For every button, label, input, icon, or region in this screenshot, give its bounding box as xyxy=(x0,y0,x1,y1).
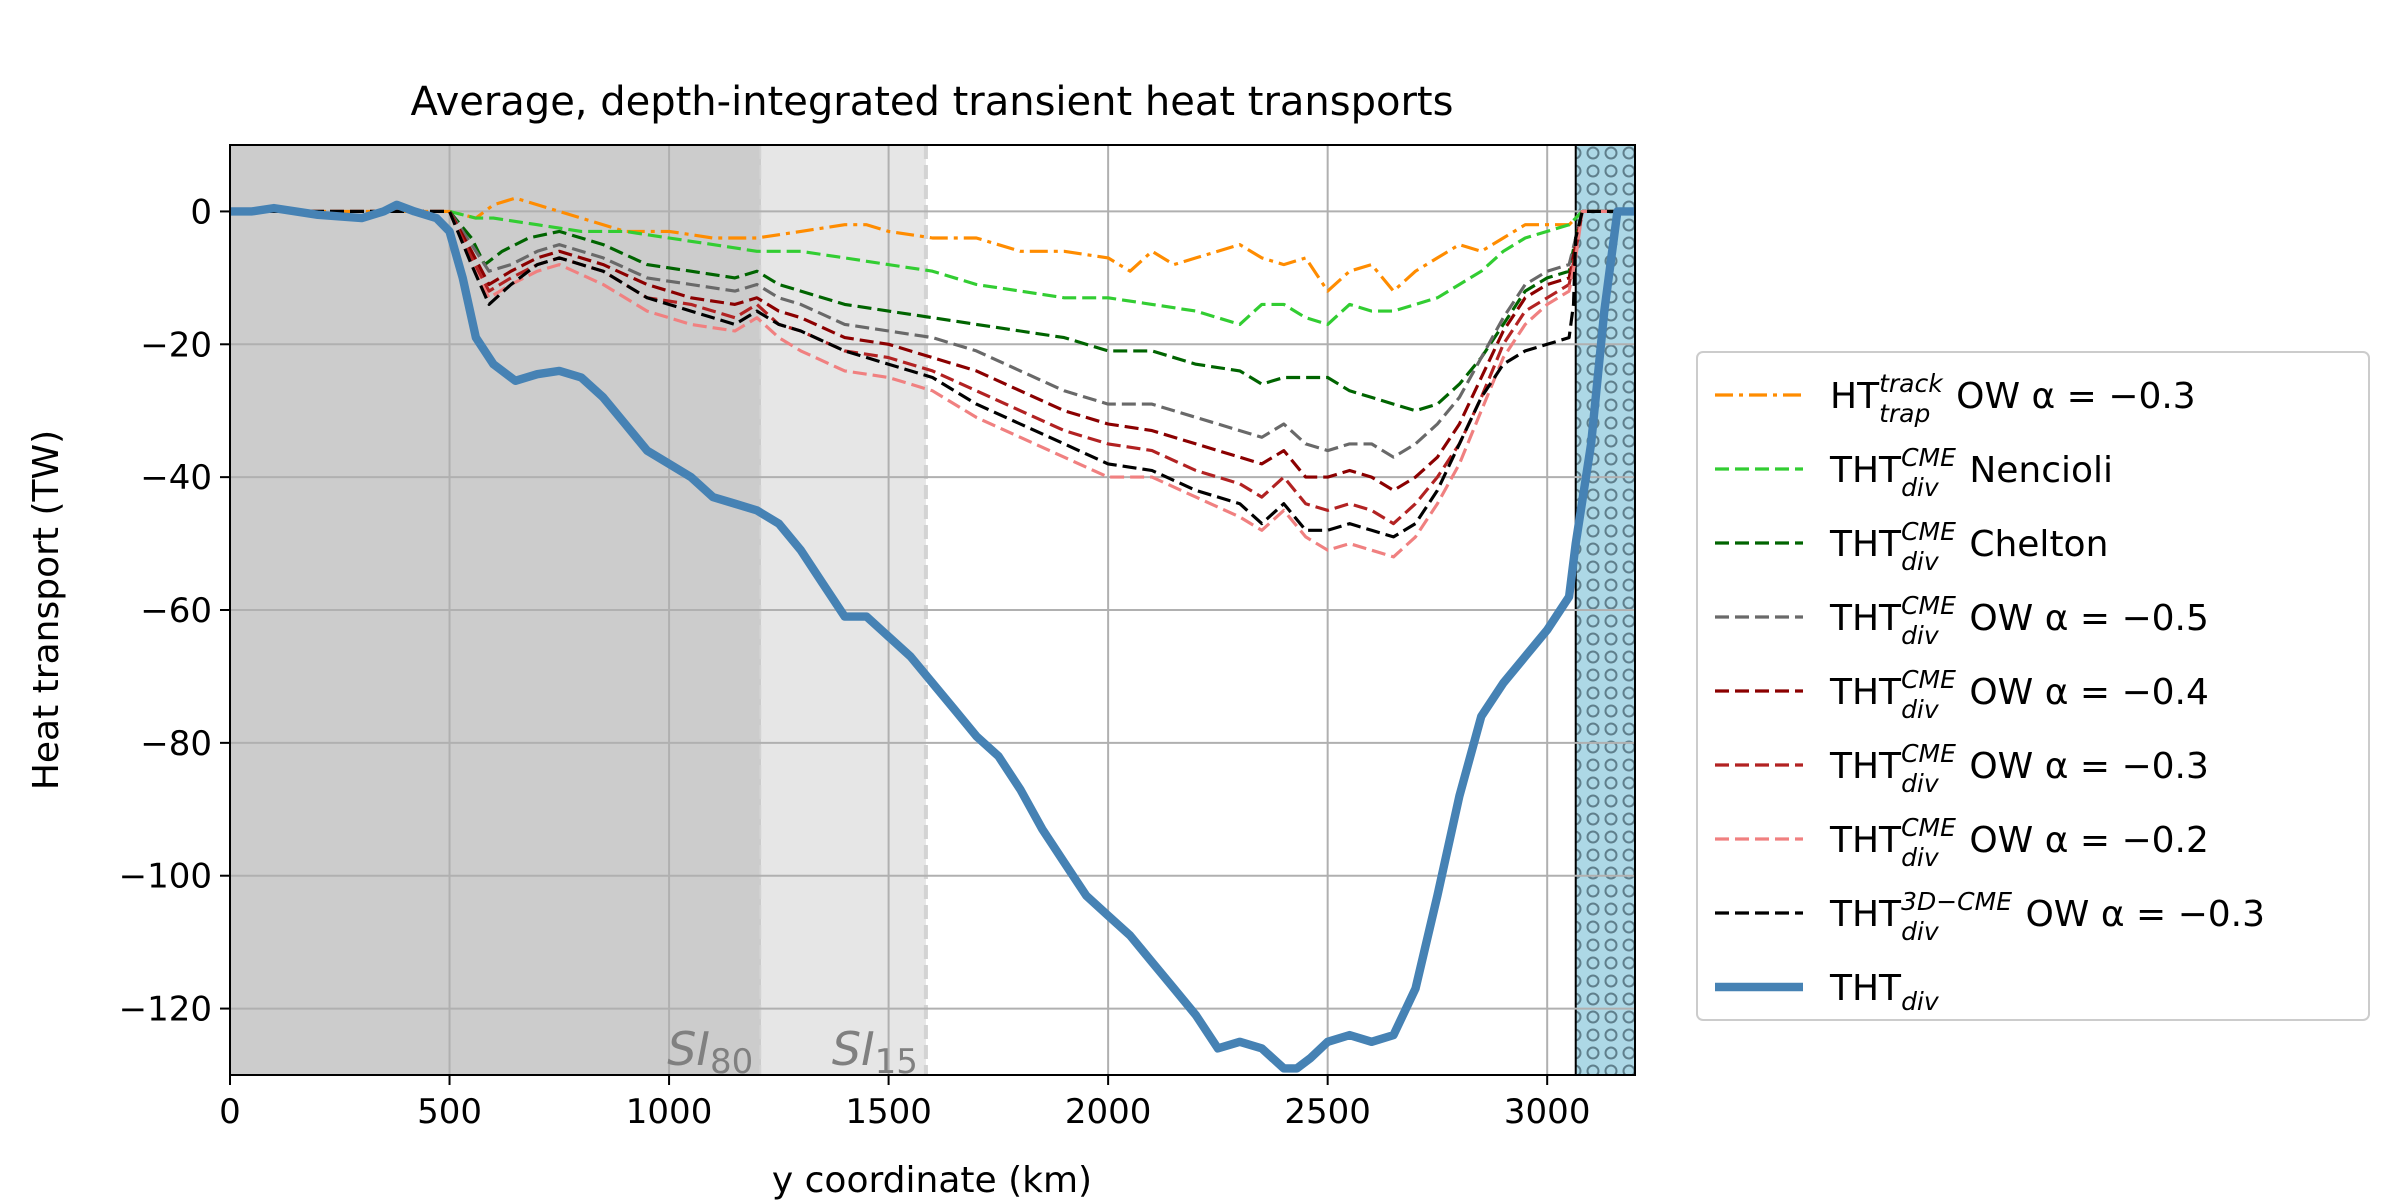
series-line-1 xyxy=(230,209,1635,326)
x-tick-label-3: 1500 xyxy=(845,1092,932,1132)
x-tick-label-0: 0 xyxy=(219,1092,241,1132)
y-tick-label-3: −60 xyxy=(140,591,212,631)
x-axis: 0 500 1000 1500 2000 2500 3000 xyxy=(219,1075,1590,1132)
x-tick-label-6: 3000 xyxy=(1504,1092,1591,1132)
series-line-4 xyxy=(230,209,1635,492)
x-axis-label: y coordinate (km) xyxy=(772,1160,1092,1200)
series-lines xyxy=(230,196,1635,1073)
series-line-6 xyxy=(230,209,1635,559)
chart-title: Average, depth-integrated transient heat… xyxy=(411,79,1454,125)
legend-label-5: THTCME div OW α = −0.3 xyxy=(1829,739,2209,798)
legend-label-4: THTCME div OW α = −0.4 xyxy=(1829,665,2209,724)
y-tick-label-2: −40 xyxy=(140,458,212,498)
series-line-7 xyxy=(230,209,1635,539)
y-tick-label-4: −80 xyxy=(140,724,212,764)
legend-label-7: THT3D−CME div OW α = −0.3 xyxy=(1829,887,2265,946)
legend-box xyxy=(1696,351,2370,1021)
legend-label-8: THTdiv xyxy=(1829,968,1940,1016)
series-line-3 xyxy=(230,209,1635,459)
series-line-0 xyxy=(230,196,1635,293)
x-tick-label-4: 2000 xyxy=(1065,1092,1152,1132)
y-tick-label-5: −100 xyxy=(119,857,212,897)
x-tick-label-1: 500 xyxy=(417,1092,482,1132)
legend: HTtrack trap OW α = −0.3 THTCME div Nenciol… xyxy=(1696,351,2370,1021)
x-tick-label-2: 1000 xyxy=(626,1092,713,1132)
legend-label-2: THTCME div Chelton xyxy=(1829,517,2108,576)
legend-label-0: HTtrack trap OW α = −0.3 xyxy=(1830,369,2196,428)
y-tick-label-0: 0 xyxy=(190,192,212,232)
series-line-8 xyxy=(230,200,1635,1073)
y-axis-label: Heat transport (TW) xyxy=(26,430,67,790)
y-axis: 0 −20 −40 −60 −80 −100 −120 xyxy=(119,192,230,1030)
y-tick-label-6: −120 xyxy=(119,990,212,1030)
legend-label-3: THTCME div OW α = −0.5 xyxy=(1829,591,2209,650)
legend-label-6: THTCME div OW α = −0.2 xyxy=(1829,813,2209,872)
x-tick-label-5: 2500 xyxy=(1284,1092,1371,1132)
legend-label-1: THTCME div Nencioli xyxy=(1829,443,2113,502)
y-tick-label-1: −20 xyxy=(140,325,212,365)
